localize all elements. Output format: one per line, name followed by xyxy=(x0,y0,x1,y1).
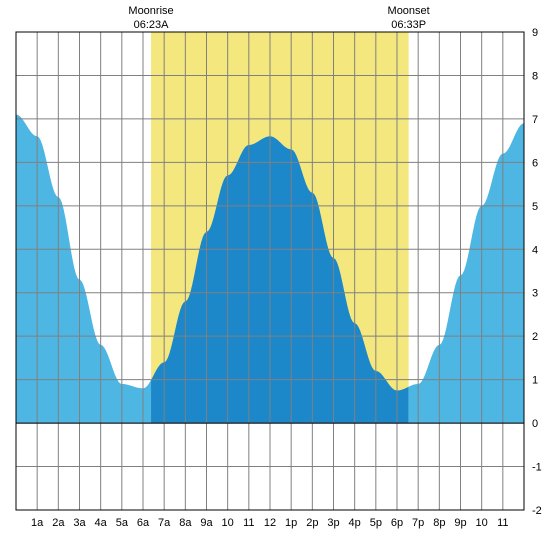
y-tick-label: 1 xyxy=(532,375,538,387)
x-tick-label: 6a xyxy=(137,517,150,529)
y-tick-label: -1 xyxy=(532,462,542,474)
y-tick-label: 6 xyxy=(532,157,538,169)
moonrise-label: Moonrise xyxy=(128,5,173,17)
y-tick-label: -2 xyxy=(532,505,542,517)
y-tick-label: 0 xyxy=(532,418,538,430)
x-tick-label: 4a xyxy=(95,517,108,529)
x-tick-label: 1a xyxy=(31,517,44,529)
x-tick-label: 3p xyxy=(327,517,339,529)
x-tick-label: 2p xyxy=(306,517,318,529)
chart-svg: -2-101234567891a2a3a4a5a6a7a8a9a1011121p… xyxy=(0,0,550,550)
x-tick-label: 12 xyxy=(264,517,276,529)
x-tick-label: 4p xyxy=(349,517,361,529)
x-tick-label: 8p xyxy=(433,517,445,529)
y-tick-label: 4 xyxy=(532,244,538,256)
x-tick-label: 1p xyxy=(285,517,297,529)
x-tick-label: 9a xyxy=(200,517,213,529)
y-tick-label: 2 xyxy=(532,331,538,343)
x-tick-label: 10 xyxy=(222,517,234,529)
x-tick-label: 2a xyxy=(52,517,65,529)
x-tick-label: 6p xyxy=(391,517,403,529)
moonrise-time: 06:23A xyxy=(134,19,170,31)
x-tick-label: 9p xyxy=(454,517,466,529)
tide-chart: -2-101234567891a2a3a4a5a6a7a8a9a1011121p… xyxy=(0,0,550,550)
y-tick-label: 7 xyxy=(532,114,538,126)
moonset-label: Moonset xyxy=(388,5,430,17)
x-tick-label: 11 xyxy=(497,517,508,529)
x-tick-label: 3a xyxy=(73,517,86,529)
y-tick-label: 5 xyxy=(532,201,538,213)
x-tick-label: 11 xyxy=(243,517,254,529)
x-tick-label: 10 xyxy=(476,517,488,529)
y-tick-label: 8 xyxy=(532,70,538,82)
x-tick-label: 7a xyxy=(158,517,171,529)
x-tick-label: 7p xyxy=(412,517,424,529)
moonset-time: 06:33P xyxy=(391,19,426,31)
y-tick-label: 3 xyxy=(532,288,538,300)
x-tick-label: 5p xyxy=(370,517,382,529)
y-tick-label: 9 xyxy=(532,27,538,39)
x-tick-label: 5a xyxy=(116,517,129,529)
x-tick-label: 8a xyxy=(179,517,192,529)
